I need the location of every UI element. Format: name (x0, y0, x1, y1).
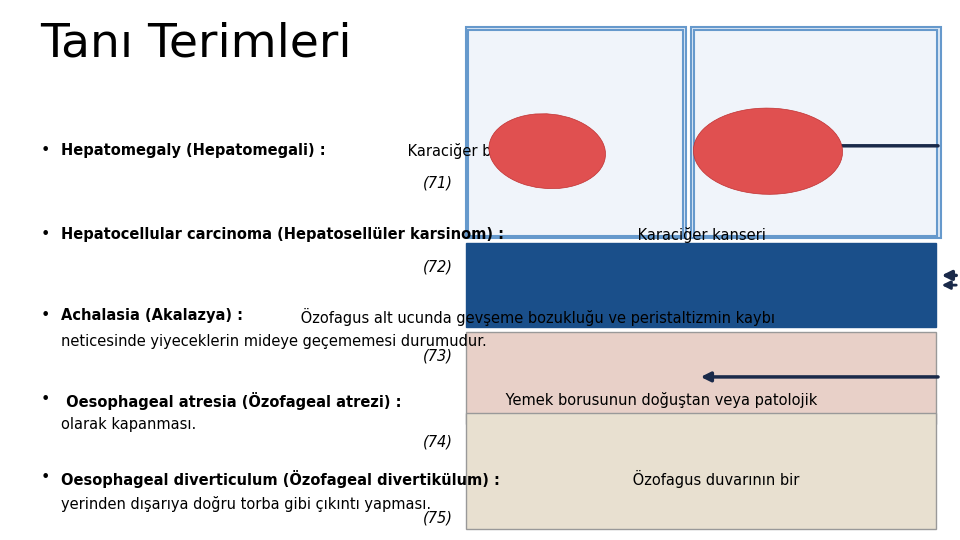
FancyBboxPatch shape (691, 27, 941, 238)
Text: •: • (40, 227, 50, 242)
Text: (74): (74) (422, 435, 452, 450)
Text: (75): (75) (422, 510, 452, 525)
FancyBboxPatch shape (466, 332, 936, 424)
Text: olarak kapanması.: olarak kapanması. (61, 417, 197, 433)
FancyBboxPatch shape (694, 30, 937, 236)
Text: Tanı Terimleri: Tanı Terimleri (40, 22, 351, 66)
Text: Hepatocellular carcinoma (Hepatosellüler karsinom) :: Hepatocellular carcinoma (Hepatosellüler… (61, 227, 504, 242)
Text: neticesinde yiyeceklerin mideye geçememesi durumudur.: neticesinde yiyeceklerin mideye geçememe… (61, 334, 487, 349)
Text: Oesophageal atresia (Özofageal atrezi) :: Oesophageal atresia (Özofageal atrezi) : (61, 392, 402, 409)
FancyBboxPatch shape (468, 30, 683, 236)
Text: •: • (40, 308, 50, 323)
FancyBboxPatch shape (466, 243, 936, 327)
FancyBboxPatch shape (466, 413, 936, 529)
Text: Yemek borusunun doğuştan veya patolojik: Yemek borusunun doğuştan veya patolojik (501, 392, 817, 408)
Text: (72): (72) (422, 259, 452, 274)
Text: •: • (40, 392, 50, 407)
Text: (73): (73) (422, 348, 452, 363)
Text: Hepatomegaly (Hepatomegali) :: Hepatomegaly (Hepatomegali) : (61, 143, 326, 158)
Text: Karaciğer kanseri: Karaciğer kanseri (633, 227, 766, 243)
Ellipse shape (693, 108, 843, 194)
Text: •: • (40, 470, 50, 485)
Text: Karaciğer büyümesi: Karaciğer büyümesi (403, 143, 554, 159)
Text: Özofagus alt ucunda gevşeme bozukluğu ve peristaltizmin kaybı: Özofagus alt ucunda gevşeme bozukluğu ve… (297, 308, 776, 326)
Ellipse shape (489, 114, 606, 188)
Text: Oesophageal diverticulum (Özofageal divertikülum) :: Oesophageal diverticulum (Özofageal dive… (61, 470, 500, 488)
Text: yerinden dışarıya doğru torba gibi çıkıntı yapması.: yerinden dışarıya doğru torba gibi çıkın… (61, 496, 432, 512)
FancyBboxPatch shape (466, 27, 686, 238)
Text: Achalasia (Akalazya) :: Achalasia (Akalazya) : (61, 308, 244, 323)
Text: •: • (40, 143, 50, 158)
Text: (71): (71) (422, 176, 452, 191)
Text: Özofagus duvarının bir: Özofagus duvarının bir (628, 470, 799, 488)
